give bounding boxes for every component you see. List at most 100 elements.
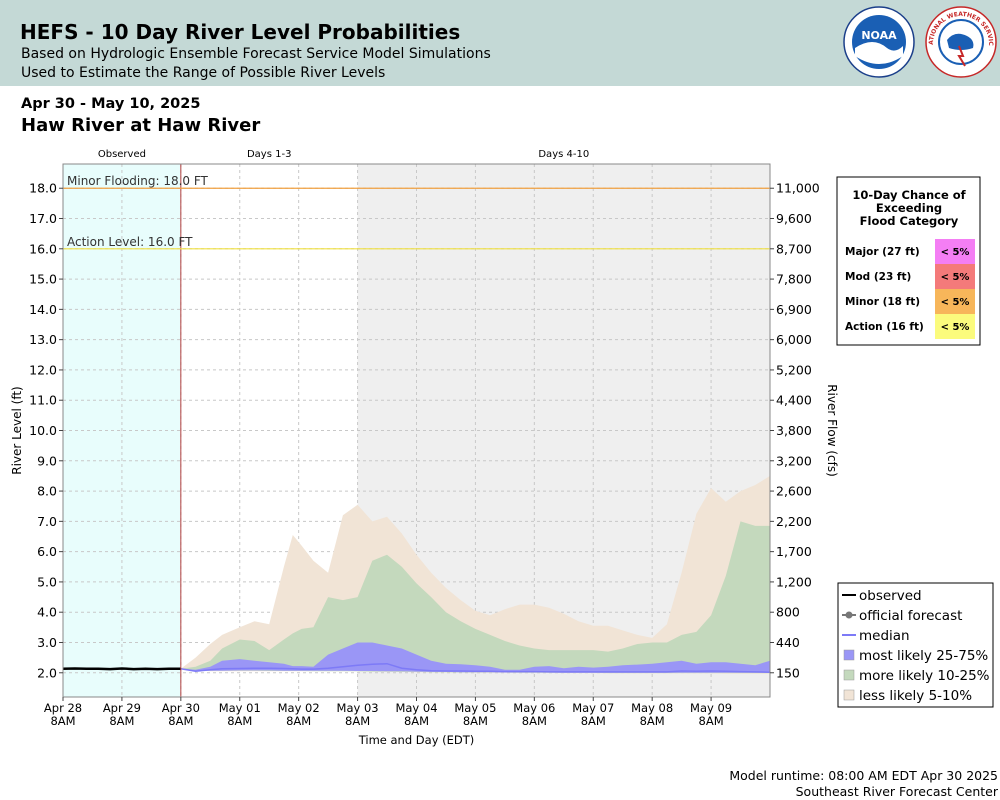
- flow-tick-label: 3,200: [776, 453, 812, 468]
- flood-chance-value: < 5%: [941, 272, 970, 283]
- y-tick-label: 11.0: [29, 393, 57, 408]
- legend-swatch: [843, 669, 855, 681]
- y-tick-label: 4.0: [37, 605, 57, 620]
- flood-chance-cell: [935, 289, 975, 314]
- flood-chance-value: < 5%: [941, 322, 970, 333]
- x-tick-time: 8AM: [50, 714, 75, 728]
- band-most-likely-25-75-: [180, 642, 771, 673]
- flood-chance-cell: [935, 239, 975, 264]
- x-tick-label: May 08: [631, 701, 673, 715]
- date-range: Apr 30 - May 10, 2025: [21, 96, 201, 112]
- threshold-label: Action Level: 16.0 FT: [67, 235, 193, 249]
- legend-swatch: [843, 689, 855, 701]
- x-tick-time: 8AM: [109, 714, 134, 728]
- band-more-likely-10-25-: [180, 521, 771, 674]
- y-tick-label: 13.0: [29, 332, 57, 347]
- legend-label: most likely 25-75%: [859, 648, 988, 664]
- forecast-center: Southeast River Forecast Center: [795, 784, 998, 799]
- region-label: Observed: [98, 149, 146, 160]
- x-tick-label: Apr 30: [162, 701, 200, 715]
- x-tick-time: 8AM: [463, 714, 488, 728]
- legend-label: median: [859, 628, 910, 644]
- flood-chance-cell: [935, 314, 975, 339]
- legend-label: less likely 5-10%: [859, 688, 972, 704]
- chart-legend: [837, 582, 994, 708]
- flow-tick-label: 6,000: [776, 332, 812, 347]
- flow-tick-label: 440: [776, 635, 800, 650]
- y-tick-label: 8.0: [37, 484, 57, 499]
- flow-tick-label: 4,400: [776, 393, 812, 408]
- x-tick-label: May 06: [513, 701, 555, 715]
- y-tick-label: 15.0: [29, 272, 57, 287]
- y-tick-label: 14.0: [29, 302, 57, 317]
- flood-category-label: Action (16 ft): [845, 321, 924, 333]
- y-axis-title: River Level (ft): [10, 386, 24, 474]
- y-tick-label: 16.0: [29, 241, 57, 256]
- x-tick-time: 8AM: [286, 714, 311, 728]
- flow-tick-label: 800: [776, 605, 800, 620]
- station-name: Haw River at Haw River: [21, 115, 261, 136]
- nws-logo: NATIONAL WEATHER SERVICE: [925, 6, 997, 78]
- page-subtitle-1: Based on Hydrologic Ensemble Forecast Se…: [21, 46, 491, 62]
- x-tick-time: 8AM: [581, 714, 606, 728]
- x-tick-time: 8AM: [404, 714, 429, 728]
- x-tick-label: May 01: [219, 701, 261, 715]
- x-tick-time: 8AM: [227, 714, 252, 728]
- model-runtime: Model runtime: 08:00 AM EDT Apr 30 2025: [729, 768, 998, 783]
- y-tick-label: 5.0: [37, 574, 57, 589]
- x-tick-time: 8AM: [640, 714, 665, 728]
- flood-category-label: Major (27 ft): [845, 246, 920, 258]
- region-label: Days 4-10: [538, 149, 589, 160]
- x-tick-label: May 04: [395, 701, 437, 715]
- flow-tick-label: 2,600: [776, 484, 812, 499]
- legend-label: more likely 10-25%: [859, 668, 990, 684]
- y-tick-label: 18.0: [29, 181, 57, 196]
- x-tick-label: May 02: [278, 701, 320, 715]
- page-subtitle-2: Used to Estimate the Range of Possible R…: [21, 65, 386, 81]
- flow-tick-label: 8,700: [776, 241, 812, 256]
- y-tick-label: 7.0: [37, 514, 57, 529]
- observed-line: [62, 667, 181, 671]
- flood-box-title: Exceeding: [876, 201, 942, 215]
- flood-chance-value: < 5%: [941, 247, 970, 258]
- flow-tick-label: 3,800: [776, 423, 812, 438]
- x-tick-label: Apr 29: [103, 701, 141, 715]
- x-tick-label: May 07: [572, 701, 614, 715]
- y-tick-label: 3.0: [37, 635, 57, 650]
- noaa-logo: NOAA: [843, 6, 915, 78]
- x-tick-time: 8AM: [699, 714, 724, 728]
- median-line: [180, 662, 771, 673]
- region-label: Days 1-3: [247, 149, 291, 160]
- y-tick-label: 2.0: [37, 665, 57, 680]
- header-banner: HEFS - 10 Day River Level Probabilities …: [0, 0, 1000, 86]
- flow-tick-label: 2,200: [776, 514, 812, 529]
- x-tick-label: May 05: [454, 701, 496, 715]
- flow-tick-label: 7,800: [776, 272, 812, 287]
- legend-swatch: [843, 649, 855, 661]
- flow-tick-label: 5,200: [776, 362, 812, 377]
- x-tick-time: 8AM: [522, 714, 547, 728]
- flood-box-title: Flood Category: [860, 214, 959, 228]
- y-tick-label: 12.0: [29, 362, 57, 377]
- x-tick-label: May 03: [337, 701, 379, 715]
- flow-tick-label: 6,900: [776, 302, 812, 317]
- legend-marker-dot: [845, 611, 853, 619]
- flood-category-label: Minor (18 ft): [845, 296, 920, 308]
- flow-tick-label: 11,000: [776, 181, 820, 196]
- flow-tick-label: 150: [776, 665, 800, 680]
- x-axis-title: Time and Day (EDT): [358, 733, 475, 747]
- y2-axis-title: River Flow (cfs): [825, 384, 839, 477]
- x-tick-time: 8AM: [345, 714, 370, 728]
- page-title: HEFS - 10 Day River Level Probabilities: [20, 20, 461, 44]
- x-tick-time: 8AM: [168, 714, 193, 728]
- flow-tick-label: 9,600: [776, 211, 812, 226]
- x-tick-label: Apr 28: [44, 701, 82, 715]
- legend-label: official forecast: [859, 608, 962, 624]
- flood-category-label: Mod (23 ft): [845, 271, 911, 283]
- flood-chance-cell: [935, 264, 975, 289]
- y-tick-label: 17.0: [29, 211, 57, 226]
- y-tick-label: 6.0: [37, 544, 57, 559]
- flood-box-title: 10-Day Chance of: [852, 188, 966, 202]
- flow-tick-label: 1,700: [776, 544, 812, 559]
